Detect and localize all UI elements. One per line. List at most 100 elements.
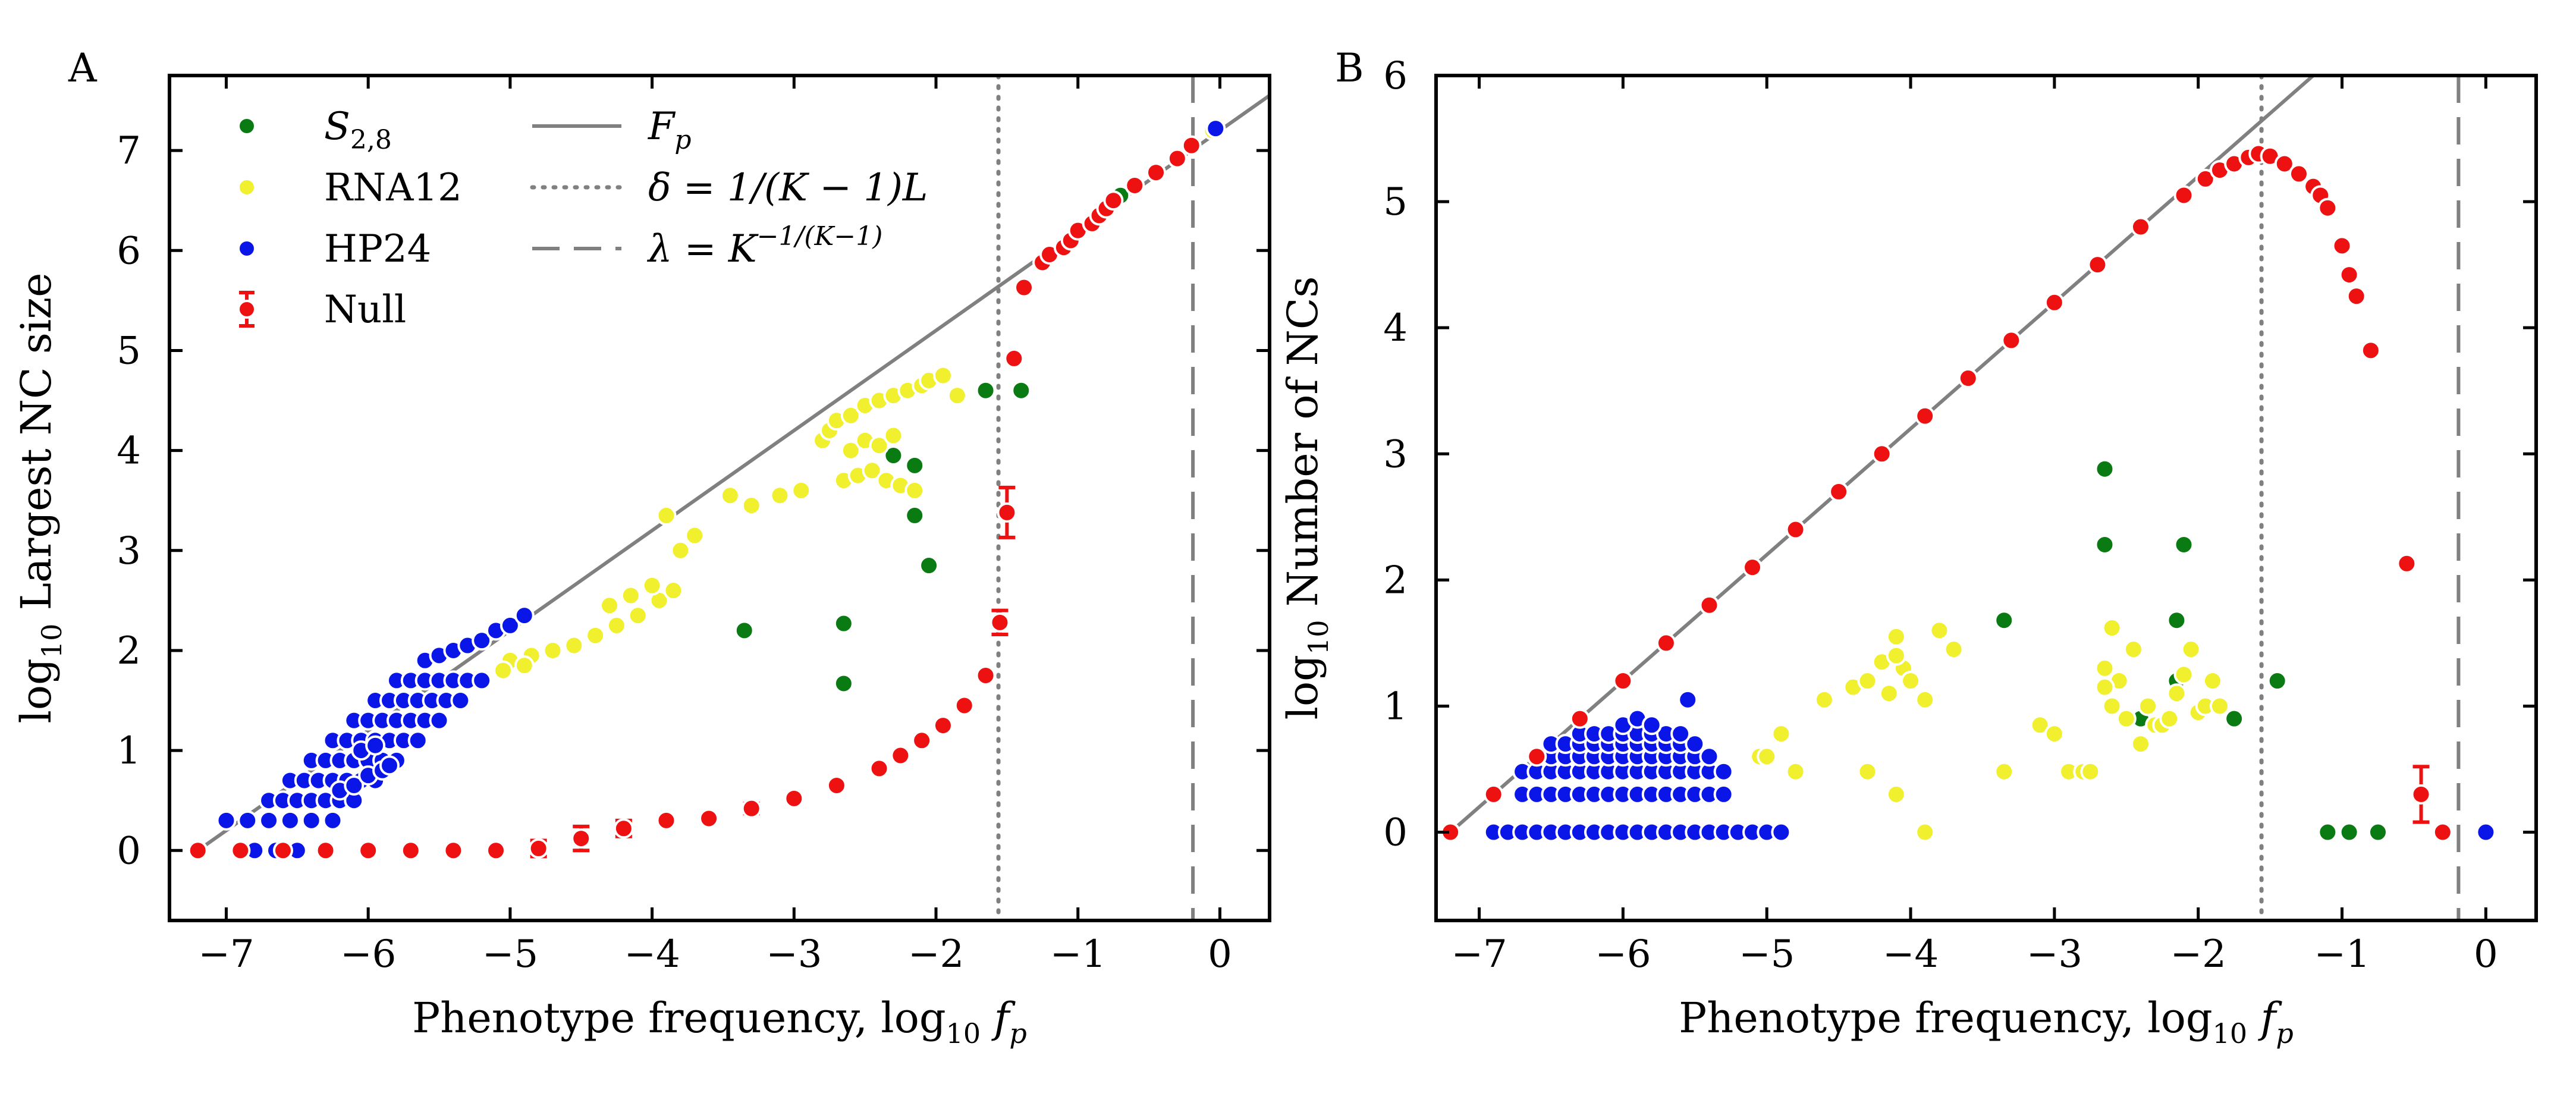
y-tick-label: 5: [117, 329, 141, 373]
rna12-point: [1915, 689, 1936, 710]
null-point: [1699, 595, 1720, 615]
rna12-point: [932, 365, 953, 386]
s2-8-point: [904, 455, 925, 476]
rna12-point: [1878, 683, 1899, 704]
legend-marker-s28: [237, 117, 256, 136]
y-tick-label: 4: [117, 429, 141, 473]
null-point: [741, 798, 762, 819]
hp24-point: [514, 605, 535, 626]
rna12-point: [1886, 784, 1906, 805]
y-axis-label: log10 Number of NCslog10 Number of NCs: [1278, 276, 1334, 720]
hp24-point: [1685, 734, 1705, 755]
x-tick-label: −7: [198, 932, 254, 976]
hp24-point: [365, 735, 386, 756]
null-point: [2332, 235, 2352, 256]
s2-8-point: [904, 505, 925, 526]
hp24-point: [1713, 761, 1734, 782]
x-tick-label: −2: [2170, 932, 2226, 976]
rna12-point: [684, 525, 705, 546]
legend-label-rna12: RNA12RNA12: [324, 166, 462, 210]
rna12-point: [642, 575, 662, 596]
rna12-point: [606, 615, 627, 636]
null-point: [443, 840, 464, 861]
fp-line: [1449, 76, 2316, 834]
y-tick-label: 0: [1383, 811, 1408, 855]
x-axis-label: Phenotype frequency, log10 fpPhenotype f…: [1679, 994, 2294, 1050]
null-point: [2044, 292, 2065, 313]
hp24-point: [259, 810, 279, 831]
rna12-point: [2080, 761, 2101, 782]
null-point: [1915, 406, 1936, 426]
rna12-point: [2094, 677, 2115, 697]
null-point: [2173, 185, 2194, 206]
y-tick-label: 4: [1383, 306, 1408, 350]
null-point: [2396, 553, 2417, 574]
hp24-point: [379, 755, 400, 776]
null-point: [2411, 784, 2432, 805]
panel-b: −7 −6 −5 −4 −3 −2 −1 0 0 1 2 3 4 5 6B Phenotype frequen…: [1278, 45, 2538, 1050]
rna12-point: [2044, 724, 2065, 744]
x-tick-label: −3: [2027, 932, 2082, 976]
x-tick-label: −7: [1451, 932, 1507, 976]
rna12-point: [741, 495, 762, 516]
y-tick-label: 0: [117, 829, 141, 873]
rna12-point: [1886, 626, 1906, 647]
legend-delta-line-label: δ = 1/(K − 1)Lδ = 1/(K − 1)L: [648, 166, 928, 210]
s2-8-point: [2166, 610, 2187, 631]
x-tick-label: 0: [2474, 932, 2498, 976]
hp24-point: [344, 775, 365, 796]
hp24-point: [1713, 784, 1734, 805]
x-tick-label: −5: [482, 932, 538, 976]
y-axis-label: log10 Largest NC sizelog10 Largest NC si…: [12, 272, 68, 723]
y-tick-label: 2: [1383, 558, 1408, 602]
rna12-point: [947, 385, 967, 406]
hp24-point: [1699, 746, 1720, 767]
legend: S2,8S2,8 RNA12RNA12 HP24HP24 NullNull FpFp δ …: [237, 105, 928, 332]
rna12-point: [1943, 639, 1964, 660]
rna12-point: [2173, 664, 2194, 685]
null-point: [1871, 444, 1892, 464]
s2-8-point: [833, 673, 854, 694]
rna12-point: [1757, 746, 1777, 767]
hp24-point: [450, 690, 471, 711]
rna12-point: [791, 480, 812, 501]
y-tick-label: 1: [117, 729, 141, 773]
null-point: [1181, 135, 1202, 156]
hp24-point: [2476, 822, 2496, 843]
null-point: [272, 840, 293, 861]
s2-8-point: [833, 613, 854, 634]
s2-8-point: [2094, 534, 2115, 555]
rna12-point: [2209, 696, 2230, 717]
rna12-point: [840, 405, 861, 426]
rna12-point: [883, 425, 904, 446]
rna12-point: [599, 595, 620, 616]
data-points: [187, 118, 1226, 861]
y-tick-label: 1: [1383, 684, 1408, 728]
y-tick-label: 5: [1383, 180, 1408, 224]
s2-8-point: [1994, 610, 2015, 631]
x-tick-label: −1: [1050, 932, 1106, 976]
null-point: [187, 840, 208, 861]
hp24-point: [279, 810, 300, 831]
legend-marker-null: [237, 300, 256, 319]
hp24-point: [1641, 715, 1662, 736]
legend-label-hp24: HP24HP24: [324, 227, 431, 271]
null-point: [869, 758, 890, 779]
null-point: [2432, 822, 2453, 843]
x-tick-label: −4: [624, 932, 680, 976]
null-point: [1785, 519, 1806, 540]
null-point: [571, 828, 592, 849]
s2-8-point: [919, 555, 940, 576]
rna12-point: [663, 580, 684, 601]
null-point: [2360, 340, 2381, 361]
null-point: [2274, 153, 2295, 174]
s2-8-point: [2224, 708, 2245, 729]
null-point: [528, 838, 549, 859]
hp24-point: [429, 710, 450, 731]
s2-8-point: [734, 620, 755, 641]
y-tick-label: 3: [1383, 432, 1408, 476]
null-point: [656, 810, 677, 831]
data-points: [1440, 143, 2496, 843]
hp24-point: [322, 810, 343, 831]
